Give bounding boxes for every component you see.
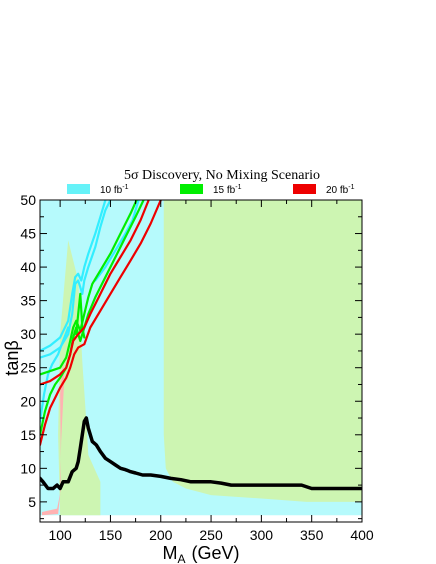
series-curve-1	[40, 200, 162, 446]
legend: 10 fb-1 15 fb-1 20 fb-1	[67, 184, 355, 196]
boundary-curve-0	[40, 416, 362, 491]
y-tick-label: 10	[20, 460, 36, 476]
chart-title: 5σ Discovery, No Mixing Scenario	[124, 168, 320, 183]
legend-label: 10 fb-1	[100, 184, 129, 196]
green-region-low-mass	[58, 240, 101, 516]
series-curve-1	[40, 200, 107, 352]
series-curve-3	[94, 200, 140, 282]
x-axis-label-unit: (GeV)	[192, 543, 240, 563]
x-axis-label: MA (GeV)	[162, 543, 239, 564]
y-tick-label: 45	[20, 226, 36, 242]
y-tick-label: 30	[20, 326, 36, 342]
contour-lines	[40, 200, 362, 491]
series-curve-2	[40, 326, 70, 423]
shaded-regions	[40, 200, 362, 516]
legend-label: 20 fb-1	[326, 184, 355, 196]
x-tick-label: 400	[350, 527, 374, 543]
y-tick-label: 15	[20, 427, 36, 443]
x-axis-label-subscript: A	[177, 552, 185, 564]
y-axis-label: tanβ	[2, 340, 22, 375]
x-tick-label: 300	[250, 527, 274, 543]
legend-label: 15 fb-1	[213, 184, 242, 196]
green-region-main	[163, 200, 362, 502]
x-tick-label: 350	[300, 527, 324, 543]
x-axis-label-main: M	[162, 543, 177, 563]
legend-swatch	[67, 184, 90, 194]
legend-swatch	[180, 184, 203, 194]
x-tick-label: 100	[48, 527, 72, 543]
plot-frame	[39, 199, 363, 523]
y-tick-label: 5	[28, 494, 36, 510]
series-curve-2	[75, 292, 86, 339]
x-tick-label: 250	[199, 527, 223, 543]
x-tick-label: 150	[99, 527, 123, 543]
axis-ticks: 100 150 200 250 300 350 400 5 10 15 20 25 30 35 40 45 50	[20, 192, 373, 543]
y-tick-label: 50	[20, 192, 36, 208]
legend-swatch	[293, 184, 316, 194]
y-tick-label: 25	[20, 360, 36, 376]
x-tick-label: 200	[149, 527, 173, 543]
series-curve-0	[40, 200, 150, 386]
y-tick-label: 35	[20, 293, 36, 309]
y-tick-label: 40	[20, 259, 36, 275]
y-tick-label: 20	[20, 393, 36, 409]
